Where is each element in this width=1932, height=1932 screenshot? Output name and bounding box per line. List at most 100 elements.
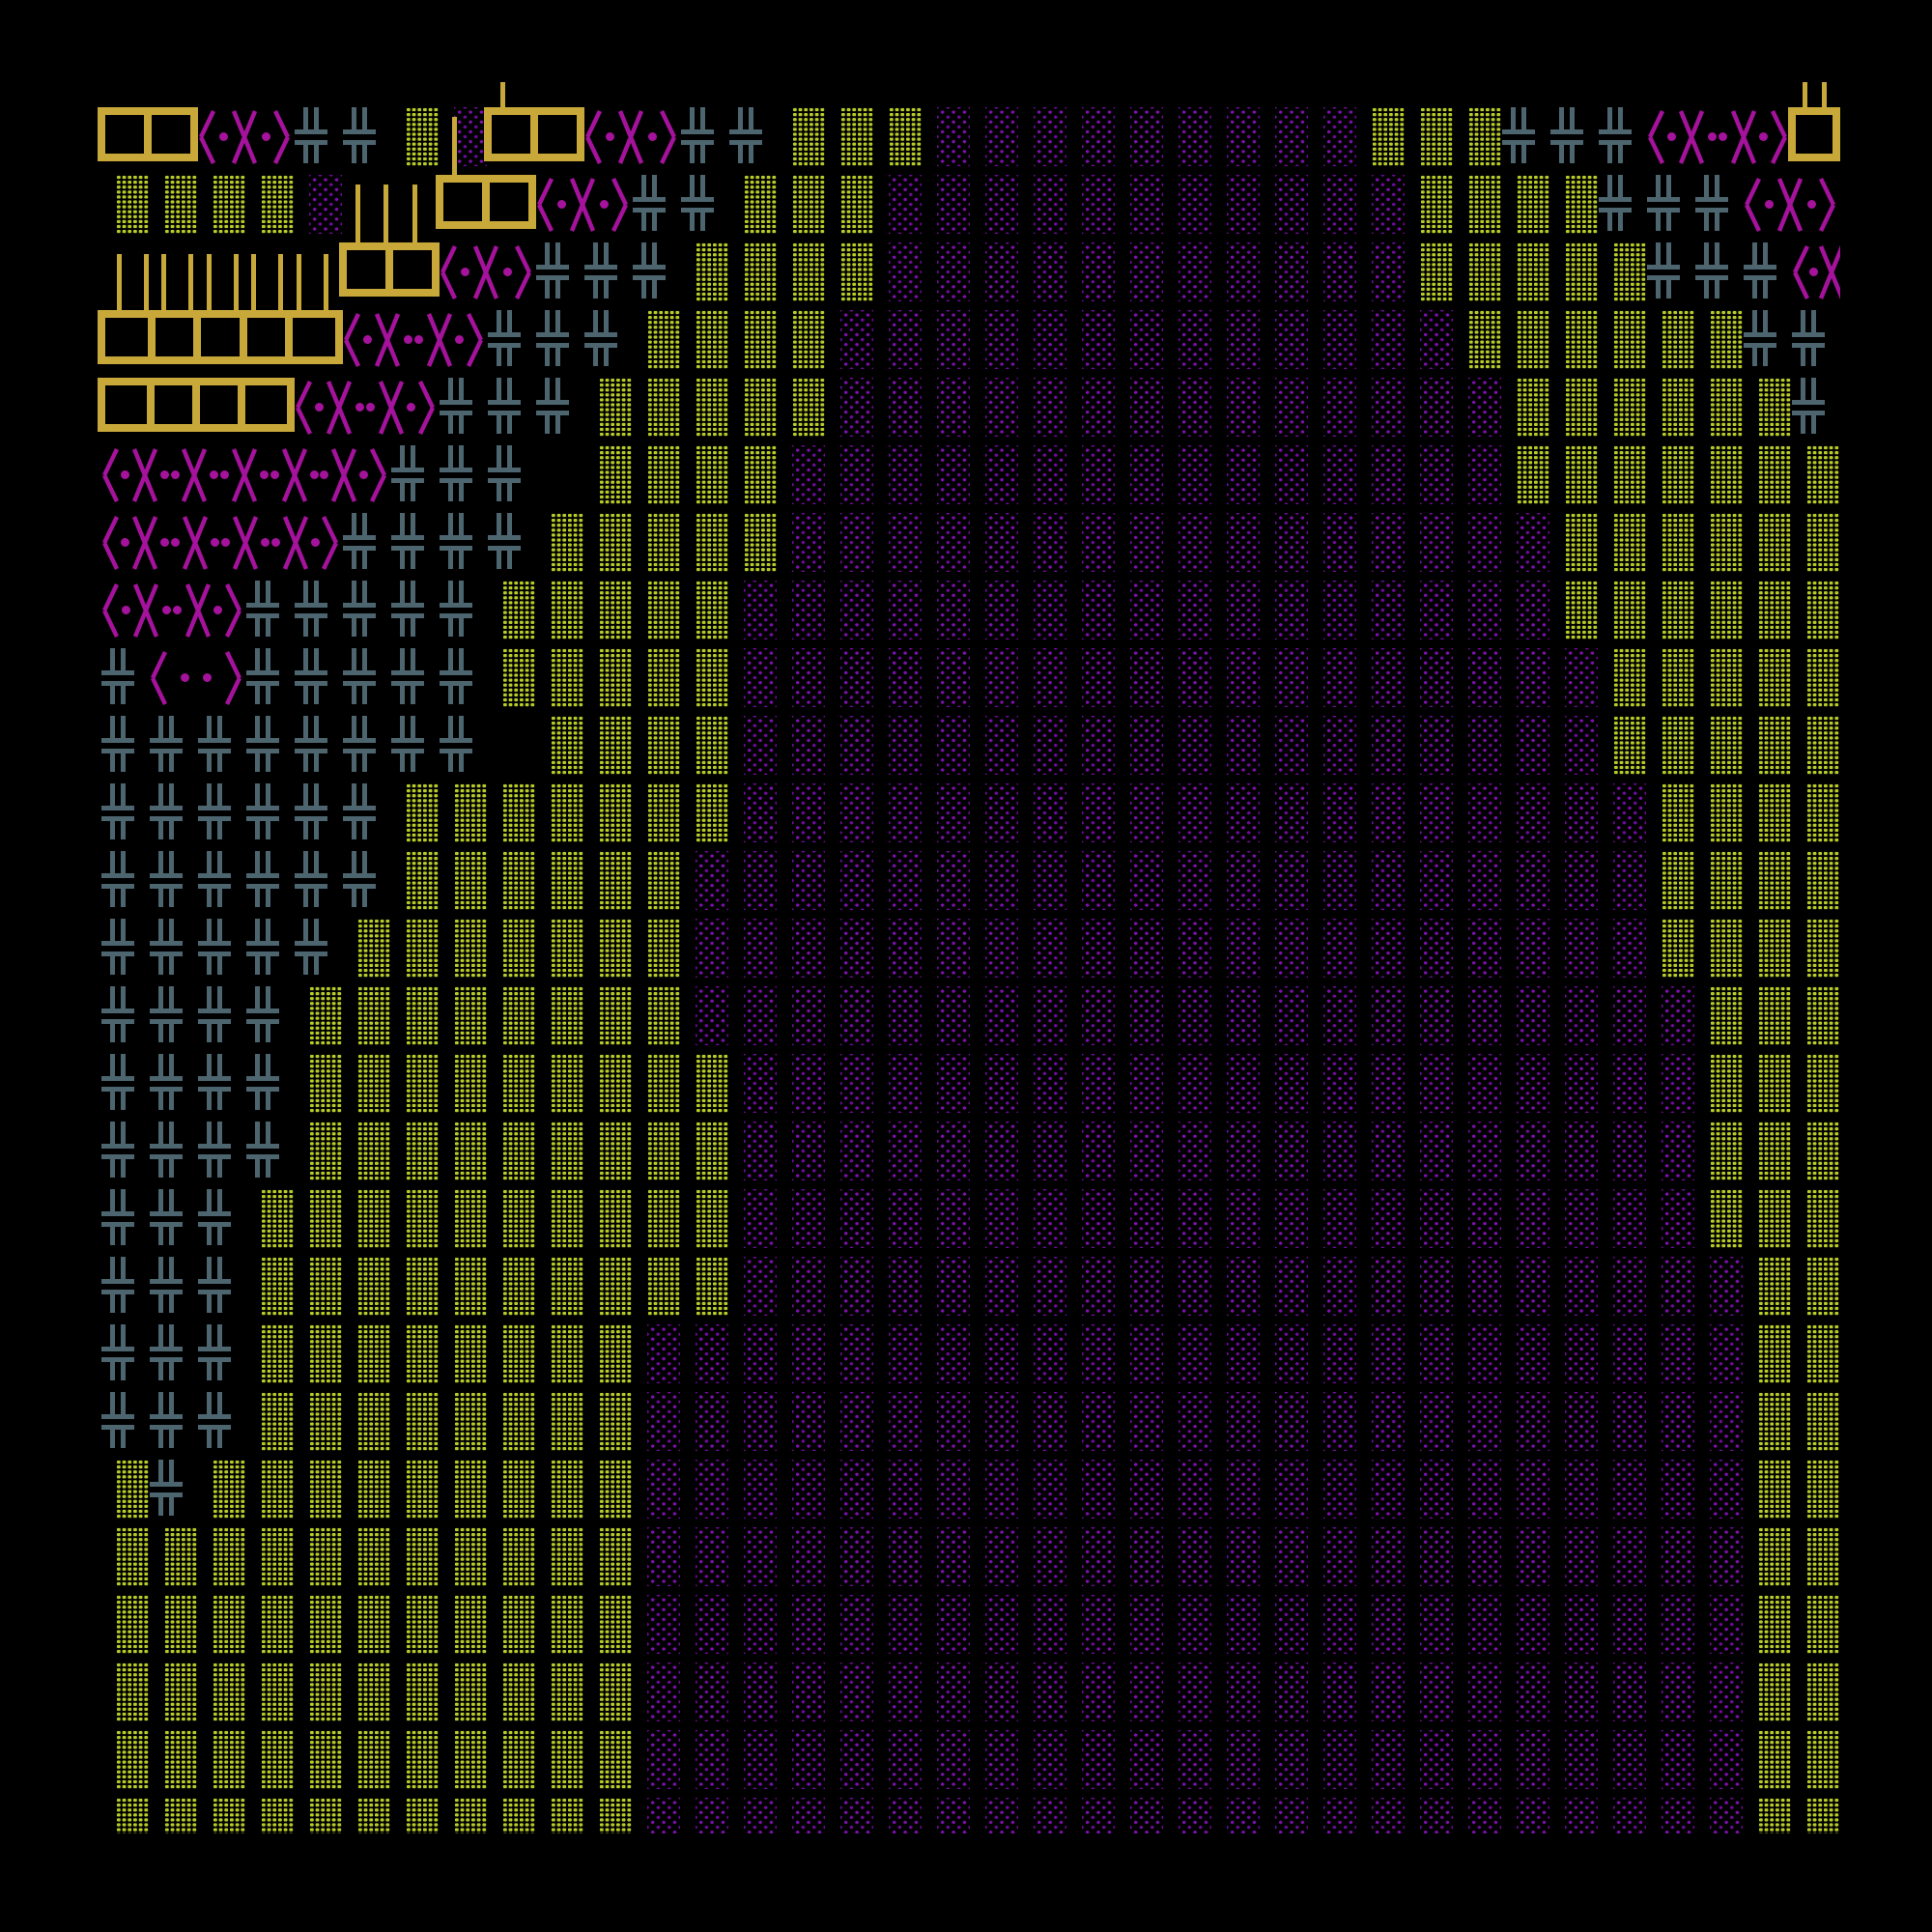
angle-bracket-right-icon bbox=[370, 447, 386, 502]
purple-dot-block bbox=[1034, 1460, 1066, 1519]
green-dot-block bbox=[502, 1527, 535, 1586]
green-dot-block bbox=[116, 1730, 149, 1789]
purple-dot-block bbox=[1662, 1730, 1694, 1789]
green-dot-block bbox=[261, 1798, 294, 1833]
green-dot-block bbox=[599, 1527, 632, 1586]
green-dot-block bbox=[502, 1189, 535, 1248]
green-dot-block bbox=[309, 1257, 342, 1316]
angle-bracket-left-icon bbox=[537, 177, 554, 232]
angle-bracket-left-icon bbox=[440, 244, 457, 299]
magenta-dot bbox=[261, 132, 270, 141]
double-cross-glyph bbox=[391, 581, 424, 637]
generative-artwork-canvas bbox=[82, 82, 1840, 1833]
green-dot-block bbox=[1517, 378, 1549, 437]
purple-dot-block bbox=[1130, 310, 1163, 369]
green-dot-block bbox=[551, 648, 583, 707]
green-dot-block bbox=[502, 1392, 535, 1451]
green-dot-block bbox=[696, 648, 728, 707]
purple-dot-block bbox=[1565, 919, 1598, 978]
double-cross-glyph bbox=[343, 581, 376, 637]
window-antenna-stem bbox=[355, 185, 361, 246]
window-antenna-stem bbox=[384, 185, 389, 246]
double-cross-glyph bbox=[101, 1189, 134, 1245]
green-dot-block bbox=[1758, 1122, 1791, 1180]
green-dot-block bbox=[1662, 581, 1694, 639]
window-frame-run bbox=[436, 175, 536, 229]
purple-dot-block bbox=[985, 716, 1018, 775]
green-dot-block bbox=[1565, 513, 1598, 572]
purple-dot-block bbox=[1034, 310, 1066, 369]
magenta-x-run bbox=[99, 513, 341, 572]
magenta-dot bbox=[1666, 132, 1676, 141]
green-dot-block bbox=[1710, 716, 1743, 775]
purple-dot-block bbox=[1082, 1324, 1115, 1383]
purple-dot-block bbox=[1613, 1798, 1646, 1833]
green-dot-block bbox=[1710, 378, 1743, 437]
purple-dot-block bbox=[1179, 242, 1211, 301]
purple-dot-block bbox=[985, 1054, 1018, 1113]
purple-dot-block bbox=[937, 919, 970, 978]
magenta-x-run bbox=[438, 242, 534, 301]
purple-dot-block bbox=[792, 716, 825, 775]
green-dot-block bbox=[502, 1662, 535, 1721]
x-glyph bbox=[378, 380, 404, 435]
purple-dot-block bbox=[1034, 1257, 1066, 1316]
purple-dot-block bbox=[1372, 242, 1405, 301]
purple-dot-block bbox=[1275, 1392, 1308, 1451]
angle-bracket-right-icon bbox=[660, 109, 676, 164]
double-cross-glyph bbox=[633, 175, 666, 231]
purple-dot-block bbox=[1613, 1122, 1646, 1180]
purple-dot-block bbox=[792, 1595, 825, 1654]
angle-bracket-left-icon bbox=[344, 312, 360, 367]
double-cross-glyph bbox=[150, 783, 183, 839]
purple-dot-block bbox=[1468, 1054, 1501, 1113]
green-dot-block bbox=[309, 1054, 342, 1113]
purple-dot-block bbox=[647, 1730, 680, 1789]
purple-dot-block bbox=[1420, 1392, 1453, 1451]
purple-dot-block bbox=[696, 1324, 728, 1383]
purple-dot-block bbox=[985, 1527, 1018, 1586]
purple-dot-block bbox=[696, 1662, 728, 1721]
purple-dot-block bbox=[1323, 919, 1356, 978]
purple-dot-block bbox=[792, 581, 825, 639]
green-dot-block bbox=[502, 1595, 535, 1654]
purple-dot-block bbox=[1420, 1662, 1453, 1721]
green-dot-block bbox=[1565, 242, 1598, 301]
purple-dot-block bbox=[1130, 1392, 1163, 1451]
purple-dot-block bbox=[937, 1189, 970, 1248]
purple-dot-block bbox=[840, 1460, 873, 1519]
magenta-dot bbox=[171, 538, 180, 547]
purple-dot-block bbox=[1323, 378, 1356, 437]
purple-dot-block bbox=[1613, 1527, 1646, 1586]
purple-dot-block bbox=[792, 1189, 825, 1248]
purple-dot-block bbox=[792, 1054, 825, 1113]
purple-dot-block bbox=[1710, 1324, 1743, 1383]
window-frame-run bbox=[98, 378, 295, 432]
purple-dot-block bbox=[985, 242, 1018, 301]
green-dot-block bbox=[1806, 986, 1839, 1045]
purple-dot-block bbox=[1227, 445, 1260, 504]
green-dot-block bbox=[647, 513, 680, 572]
purple-dot-block bbox=[1034, 513, 1066, 572]
purple-dot-block bbox=[1034, 378, 1066, 437]
window-antenna-stem bbox=[324, 254, 328, 314]
purple-dot-block bbox=[1565, 1257, 1598, 1316]
green-dot-block bbox=[1710, 986, 1743, 1045]
double-cross-glyph bbox=[150, 1324, 183, 1380]
magenta-dot bbox=[414, 335, 424, 344]
purple-dot-block bbox=[1130, 1460, 1163, 1519]
window-frame-run bbox=[98, 107, 198, 161]
green-dot-block bbox=[1758, 851, 1791, 910]
purple-dot-block bbox=[937, 242, 970, 301]
green-dot-block bbox=[309, 986, 342, 1045]
double-cross-glyph bbox=[150, 1460, 183, 1516]
purple-dot-block bbox=[1227, 1460, 1260, 1519]
green-dot-block bbox=[261, 1460, 294, 1519]
angle-bracket-right-icon bbox=[611, 177, 628, 232]
purple-dot-block bbox=[840, 378, 873, 437]
green-dot-block bbox=[1517, 445, 1549, 504]
green-dot-block bbox=[454, 1189, 487, 1248]
purple-dot-block bbox=[1517, 1257, 1549, 1316]
window-antenna-stem bbox=[1803, 82, 1808, 111]
purple-dot-block bbox=[937, 986, 970, 1045]
